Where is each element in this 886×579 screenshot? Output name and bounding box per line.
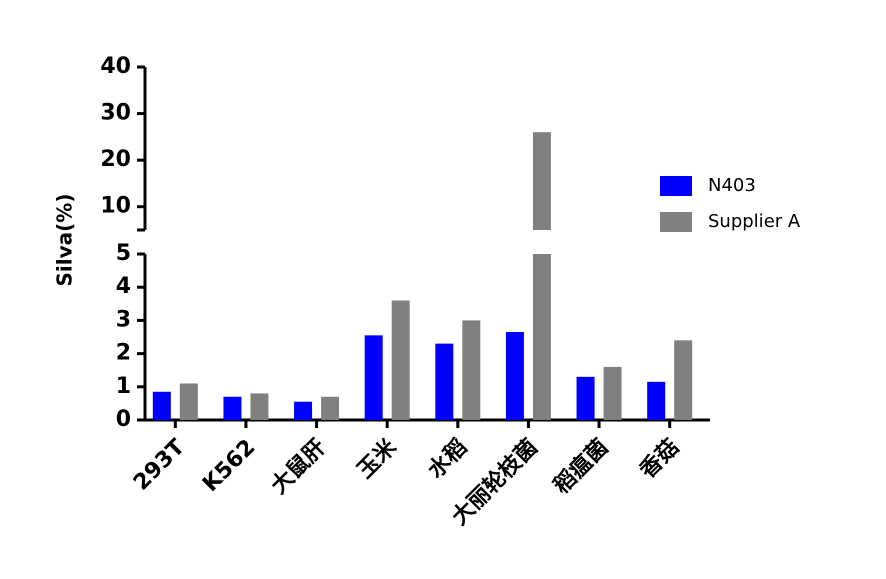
bar <box>603 366 622 420</box>
bar <box>674 340 693 420</box>
x-tick-label: 293T <box>129 435 190 496</box>
legend-swatch <box>660 212 692 232</box>
bar <box>576 376 595 420</box>
y-tick-label: 3 <box>116 307 131 332</box>
bar <box>505 332 524 420</box>
legend-label: N403 <box>708 175 756 196</box>
y-tick-label: 30 <box>100 101 131 126</box>
x-tick-label: K562 <box>198 435 260 497</box>
bar <box>250 393 269 420</box>
y-tick-label: 4 <box>116 274 131 299</box>
legend-label: Supplier A <box>708 211 801 232</box>
y-tick-label: 10 <box>100 194 131 219</box>
bar <box>223 396 242 420</box>
x-tick-label: 大鼠肝 <box>267 435 331 499</box>
x-tick-label: 水稻 <box>423 435 472 484</box>
bar <box>462 320 481 420</box>
y-tick-label: 2 <box>116 341 131 366</box>
bar <box>435 343 454 420</box>
y-tick-label: 20 <box>100 147 131 172</box>
y-tick-label: 0 <box>116 407 131 432</box>
bar <box>391 300 410 420</box>
y-tick-label: 40 <box>100 54 131 79</box>
legend-swatch <box>660 176 692 196</box>
bar <box>294 401 313 420</box>
bar <box>179 383 198 420</box>
bar-upper <box>532 132 551 230</box>
bar <box>532 254 551 420</box>
y-tick-label: 5 <box>116 241 131 266</box>
y-axis-label: Silva(%) <box>53 194 77 287</box>
bar <box>321 396 340 420</box>
x-tick-label: 稻瘟菌 <box>548 434 613 499</box>
x-tick-label: 香菇 <box>635 435 684 484</box>
bar <box>152 391 171 420</box>
bar <box>364 335 383 420</box>
y-tick-label: 1 <box>116 374 131 399</box>
x-tick-label: 玉米 <box>353 434 402 483</box>
bar <box>647 381 666 420</box>
